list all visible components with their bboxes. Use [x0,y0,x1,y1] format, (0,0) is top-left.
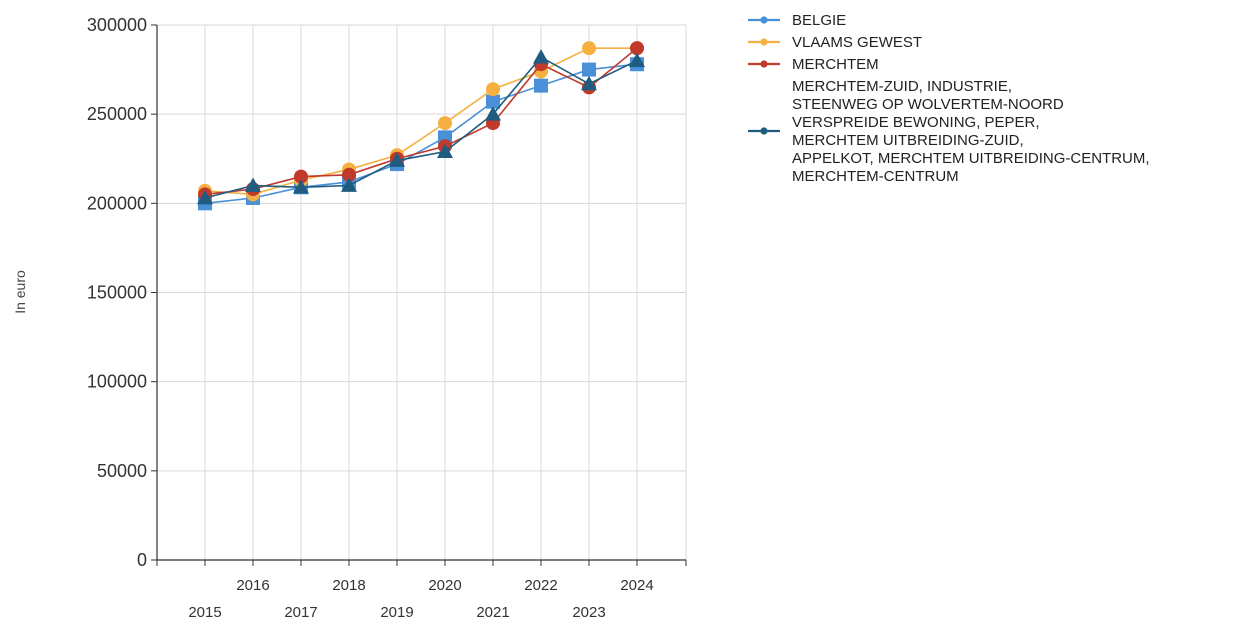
y-tick-label: 100000 [87,372,147,392]
y-tick-label: 50000 [97,461,147,481]
legend-label: MERCHTEM [792,56,879,73]
data-point[interactable] [534,78,548,93]
legend-label: VERSPREIDE BEWONING, PEPER, [792,114,1040,131]
data-point[interactable] [389,152,405,167]
grid-lines [157,24,687,561]
series-group [197,41,645,211]
x-tick-label: 2022 [524,577,557,594]
legend-swatch-marker [760,60,768,68]
legend-label: APPELKOT, MERCHTEM UITBREIDING-CENTRUM, [792,150,1150,167]
x-tick-label: 2016 [236,577,269,594]
y-tick-label: 200000 [87,193,147,213]
data-point[interactable] [486,94,500,109]
legend-label: STEENWEG OP WOLVERTEM-NOORD [792,96,1064,113]
y-tick-label: 300000 [87,15,147,35]
data-point[interactable] [438,116,452,131]
data-point[interactable] [533,49,549,64]
series-0 [198,57,644,211]
legend-swatch-marker [760,38,768,46]
data-point[interactable] [294,169,308,184]
data-point[interactable] [437,143,453,159]
legend-item-0[interactable]: BELGIE [748,12,846,29]
x-tick-label: 2024 [620,577,653,594]
data-point[interactable] [342,167,356,182]
x-tick-label: 2015 [188,604,221,621]
x-tick-label: 2017 [284,604,317,621]
axes [151,24,687,566]
x-axis-ticks: 2015 2016 2017 2018 2019 2020 2021 2022 2023 2024 [188,577,653,621]
legend-item-1[interactable]: VLAAMS GEWEST [748,34,922,51]
y-tick-label: 0 [137,550,147,570]
series-line [204,47,638,196]
series-line [204,63,638,205]
data-point[interactable] [582,62,596,77]
y-axis-ticks: 0 50000 100000 150000 200000 250000 300000 [87,15,147,570]
data-point[interactable] [630,41,644,56]
data-point[interactable] [485,106,501,121]
legend-label: MERCHTEM UITBREIDING-ZUID, [792,132,1024,149]
x-tick-label: 2020 [428,577,461,594]
legend-item-2[interactable]: MERCHTEM [748,56,879,73]
data-point[interactable] [582,41,596,56]
series-line [204,56,638,199]
x-tick-label: 2019 [380,604,413,621]
series-1 [198,41,644,202]
series-line [204,47,637,196]
legend-swatch-marker [760,127,768,135]
legend-label: VLAAMS GEWEST [792,34,922,51]
legend-label: BELGIE [792,12,846,29]
series-2 [198,41,644,202]
y-tick-label: 150000 [87,283,147,303]
legend[interactable]: BELGIE VLAAMS GEWEST MERCHTEM MERCHTEM-ZUID… [748,12,1150,185]
legend-label: MERCHTEM-ZUID, INDUSTRIE, [792,78,1012,95]
y-axis-label: In euro [12,270,28,314]
data-point[interactable] [293,179,309,194]
legend-label: MERCHTEM-CENTRUM [792,168,959,185]
x-tick-label: 2021 [476,604,509,621]
x-tick-label: 2018 [332,577,365,594]
legend-swatch-marker [760,16,768,24]
data-point[interactable] [629,52,645,68]
y-tick-label: 250000 [87,104,147,124]
data-point[interactable] [341,177,357,192]
x-tick-label: 2023 [572,604,605,621]
data-point[interactable] [197,189,213,205]
data-point[interactable] [486,82,500,97]
series-3 [197,49,645,205]
data-point[interactable] [581,75,597,91]
data-point[interactable] [245,177,261,192]
legend-item-3[interactable]: MERCHTEM-ZUID, INDUSTRIE,STEENWEG OP WOL… [748,78,1150,185]
